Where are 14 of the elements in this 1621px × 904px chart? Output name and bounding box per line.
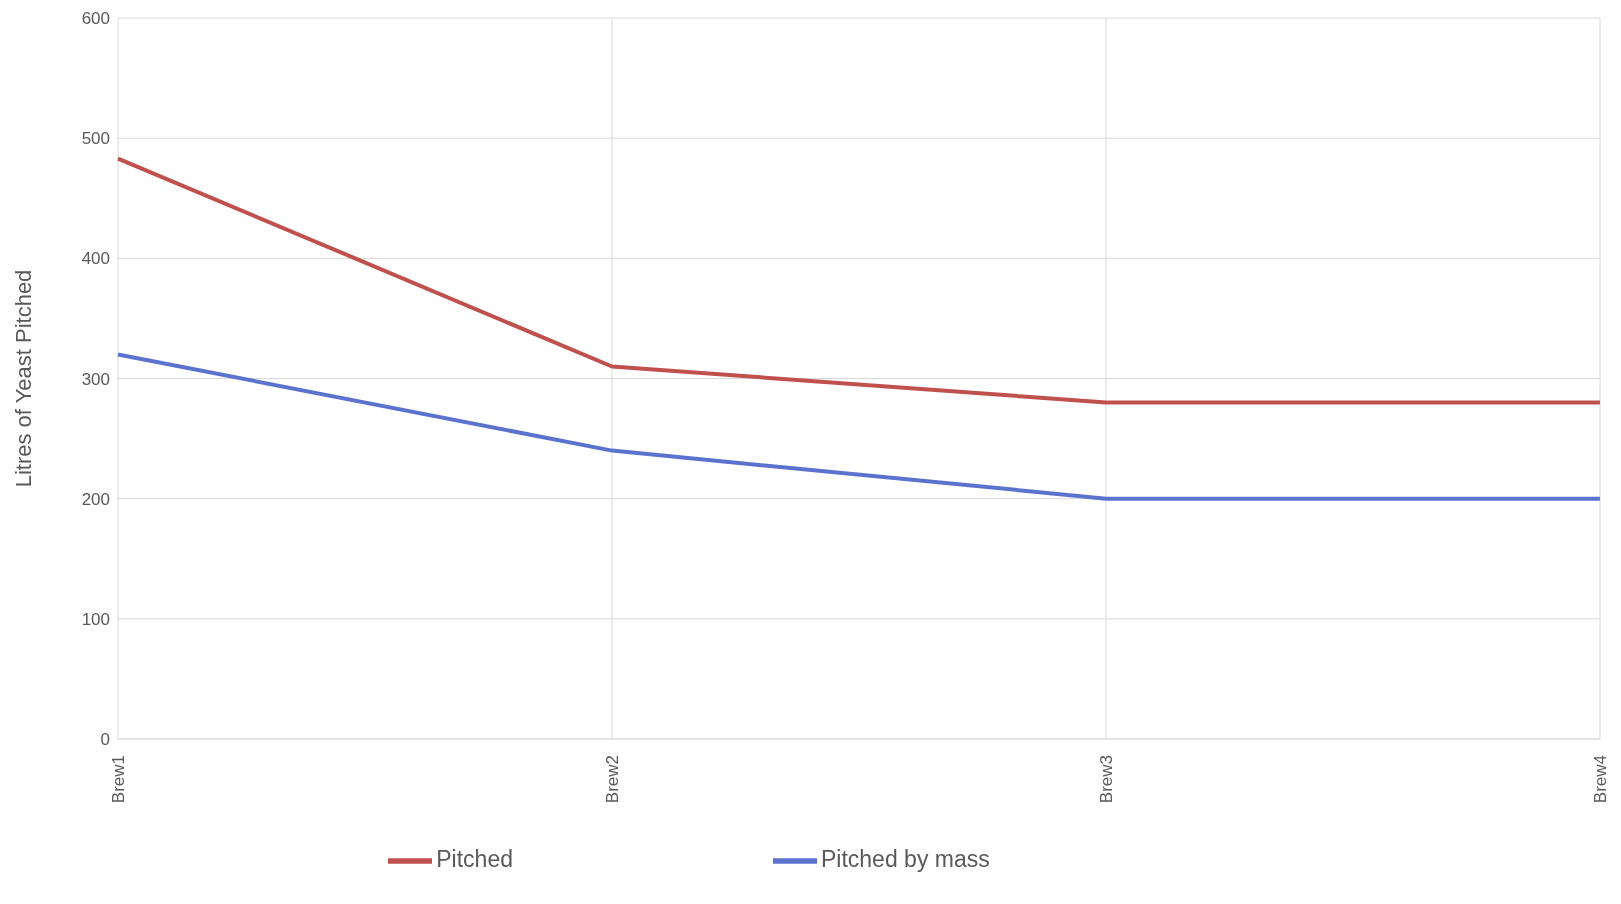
legend-label: Pitched by mass xyxy=(820,846,990,873)
x-tick-label: Brew3 xyxy=(1096,755,1116,804)
y-axis-title: Litres of Yeast Pitched xyxy=(10,269,36,488)
y-tick-label: 500 xyxy=(81,129,110,149)
y-tick-label: 200 xyxy=(81,489,110,509)
y-tick-label: 400 xyxy=(81,249,110,269)
y-tick-label: 300 xyxy=(81,369,110,389)
x-tick-label: Brew4 xyxy=(1590,755,1610,804)
y-tick-label: 600 xyxy=(81,9,110,29)
x-tick-label: Brew1 xyxy=(108,755,128,804)
legend-label: Pitched xyxy=(436,846,513,873)
y-tick-label: 100 xyxy=(81,609,110,629)
x-tick-label: Brew2 xyxy=(602,755,622,804)
y-tick-label: 0 xyxy=(100,730,110,750)
